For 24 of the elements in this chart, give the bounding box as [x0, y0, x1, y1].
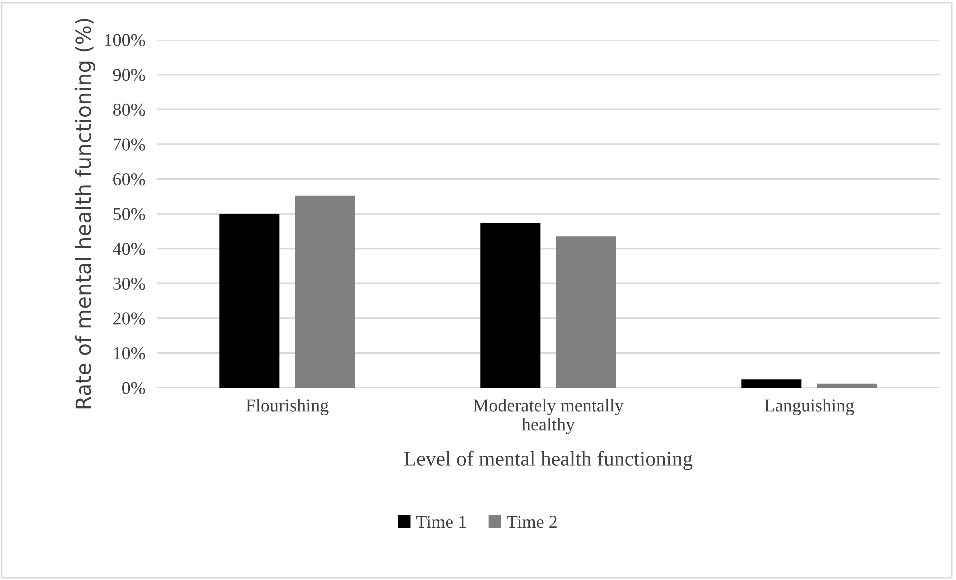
x-axis-title: Level of mental health functioning: [404, 451, 693, 470]
y-tick-label: 20%: [114, 312, 146, 325]
legend-label: Time 1: [416, 516, 466, 528]
bar: [817, 384, 878, 388]
y-tick-label: 30%: [114, 278, 146, 290]
x-tick-label: Moderately mentally healthy: [474, 399, 624, 434]
y-tick-label: 0%: [122, 382, 146, 394]
y-axis-title: Rate of mental health functioning (%): [75, 19, 96, 409]
y-tick-label: 10%: [114, 347, 146, 360]
y-tick-label: 50%: [114, 208, 146, 220]
bar: [295, 196, 356, 388]
legend-label: Time 2: [507, 516, 557, 528]
bar: [742, 380, 802, 388]
y-tick-label: 70%: [114, 138, 146, 151]
x-tick-label: Flourishing: [246, 399, 329, 416]
bar: [556, 236, 616, 388]
x-tick-label: Languishing: [764, 399, 854, 416]
bar: [220, 214, 280, 388]
y-tick-label: 40%: [113, 243, 146, 256]
y-tick-label: 100%: [105, 34, 146, 46]
y-tick-label: 80%: [113, 104, 146, 116]
bar: [480, 223, 541, 388]
y-tick-label: 90%: [113, 69, 146, 82]
y-tick-label: 60%: [114, 173, 146, 186]
